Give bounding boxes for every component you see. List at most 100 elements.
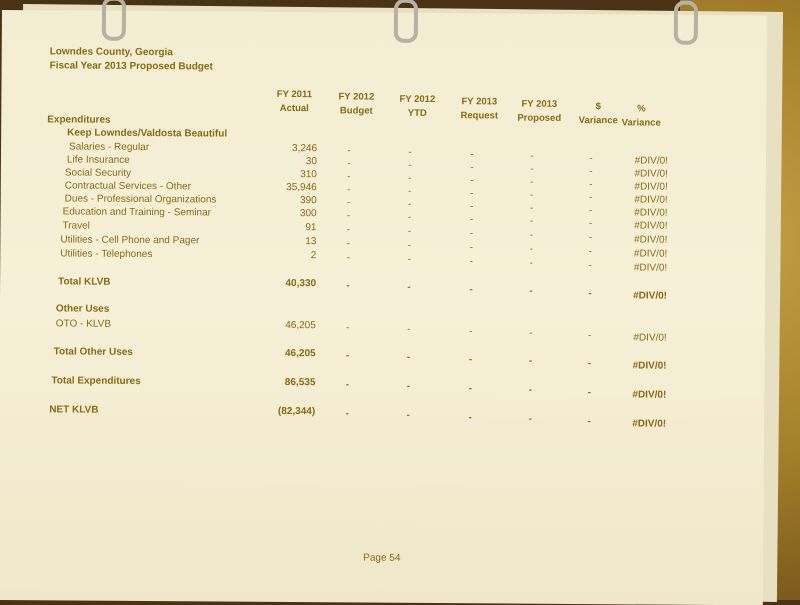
- cell-value: -: [408, 147, 412, 159]
- row-label: Life Insurance: [66, 154, 130, 166]
- cell-value: -: [345, 350, 350, 362]
- cell-value: 2: [310, 250, 317, 262]
- row-label: Total Expenditures: [51, 375, 141, 387]
- row-label: Social Security: [64, 167, 132, 179]
- cell-value: 86,535: [284, 376, 316, 389]
- section-heading: Expenditures: [47, 114, 111, 126]
- cell-value: 3,246: [291, 143, 318, 155]
- cell-value: #DIV/0!: [634, 194, 668, 206]
- cell-value: #DIV/0!: [633, 262, 668, 274]
- column-header-line1: %: [637, 103, 646, 115]
- cell-value: -: [347, 158, 351, 170]
- cell-value: #DIV/0!: [632, 418, 667, 430]
- cell-value: -: [408, 160, 412, 172]
- cell-value: -: [406, 381, 411, 393]
- cell-value: -: [470, 162, 474, 174]
- cell-value: -: [529, 230, 534, 242]
- cell-value: -: [528, 414, 532, 426]
- cell-value: -: [469, 201, 474, 213]
- cell-value: 300: [299, 208, 317, 220]
- column-header: FY 2011 Actual: [259, 88, 329, 116]
- cell-value: -: [469, 256, 473, 268]
- cell-value: #DIV/0!: [633, 290, 668, 302]
- row-label: Utilities - Telephones: [60, 248, 153, 261]
- row-label: Education and Training - Seminar: [62, 206, 212, 219]
- cell-value: -: [469, 228, 474, 240]
- cell-value: -: [468, 354, 473, 366]
- cell-value: -: [407, 254, 411, 266]
- cell-value: -: [529, 244, 534, 256]
- cell-value: -: [346, 252, 350, 264]
- cell-value: 30: [305, 156, 317, 168]
- column-header: FY 2012 YTD: [382, 93, 452, 121]
- cell-value: -: [408, 173, 412, 185]
- column-header-line1: FY 2011: [276, 88, 313, 101]
- cell-value: #DIV/0!: [634, 181, 668, 193]
- cell-value: #DIV/0!: [632, 389, 667, 401]
- cell-value: 40,330: [285, 277, 317, 290]
- row-label: Salaries - Regular: [69, 141, 150, 154]
- cell-value: (82,344): [277, 405, 316, 418]
- cell-value: -: [408, 186, 412, 198]
- cell-value: -: [406, 352, 411, 364]
- cell-value: -: [469, 326, 473, 338]
- row-label: OTO - KLVB: [55, 318, 112, 330]
- department-heading: Keep Lowndes/Valdosta Beautiful: [67, 127, 228, 140]
- column-header-line2: Budget: [339, 105, 373, 117]
- cell-value: -: [468, 412, 472, 424]
- row-label: Utilities - Cell Phone and Pager: [60, 234, 200, 247]
- cell-value: 46,205: [284, 347, 316, 360]
- cell-value: 390: [299, 195, 317, 207]
- column-header-line1: FY 2012: [399, 93, 436, 106]
- county-name: Lowndes County, Georgia: [49, 46, 173, 59]
- cell-value: 46,205: [285, 319, 316, 332]
- row-label: Dues - Professional Organizations: [64, 193, 217, 206]
- cell-value: #DIV/0!: [634, 220, 668, 232]
- cell-value: #DIV/0!: [633, 248, 668, 260]
- cell-value: -: [529, 258, 533, 270]
- row-label: NET KLVB: [49, 404, 99, 416]
- cell-value: -: [346, 238, 351, 250]
- cell-value: #DIV/0!: [633, 332, 667, 344]
- binder-ring: [101, 0, 127, 41]
- cell-value: -: [529, 203, 534, 215]
- cell-value: -: [469, 214, 474, 226]
- cell-value: -: [468, 383, 473, 395]
- cell-value: -: [347, 145, 351, 157]
- cell-value: -: [528, 356, 533, 368]
- cell-value: #DIV/0!: [634, 207, 668, 219]
- column-header-line2: YTD: [407, 107, 427, 119]
- cell-value: -: [406, 410, 410, 422]
- row-label: Travel: [62, 220, 90, 232]
- page-number: Page 54: [363, 552, 401, 564]
- cell-value: -: [346, 280, 350, 292]
- cell-value: -: [407, 240, 412, 252]
- binder-ring: [393, 0, 419, 43]
- cell-value: -: [470, 149, 474, 161]
- cell-value: -: [346, 224, 351, 236]
- column-header: FY 2012 Budget: [321, 90, 391, 118]
- cell-value: -: [407, 324, 411, 336]
- row-label: Other Uses: [55, 303, 110, 315]
- cell-value: -: [345, 379, 350, 391]
- column-header-line2: Actual: [279, 102, 309, 115]
- cell-value: -: [346, 197, 351, 209]
- cell-value: -: [407, 199, 412, 211]
- cell-value: -: [407, 226, 412, 238]
- row-label: Contractual Services - Other: [64, 180, 191, 193]
- cell-value: #DIV/0!: [632, 360, 667, 372]
- cell-value: -: [529, 216, 534, 228]
- cell-value: #DIV/0!: [634, 168, 668, 180]
- cell-value: -: [530, 177, 534, 189]
- cell-value: -: [469, 284, 473, 296]
- cell-value: -: [470, 188, 474, 200]
- cell-value: 91: [305, 222, 317, 234]
- cell-value: -: [470, 175, 474, 187]
- cell-value: 35,946: [286, 181, 317, 194]
- document-title: Fiscal Year 2013 Proposed Budget: [49, 60, 213, 73]
- cell-value: -: [345, 408, 349, 420]
- cell-value: -: [529, 286, 533, 298]
- column-header-line2: Variance: [621, 117, 661, 129]
- cell-value: -: [529, 328, 533, 340]
- budget-page: Lowndes County, Georgia Fiscal Year 2013…: [0, 0, 767, 605]
